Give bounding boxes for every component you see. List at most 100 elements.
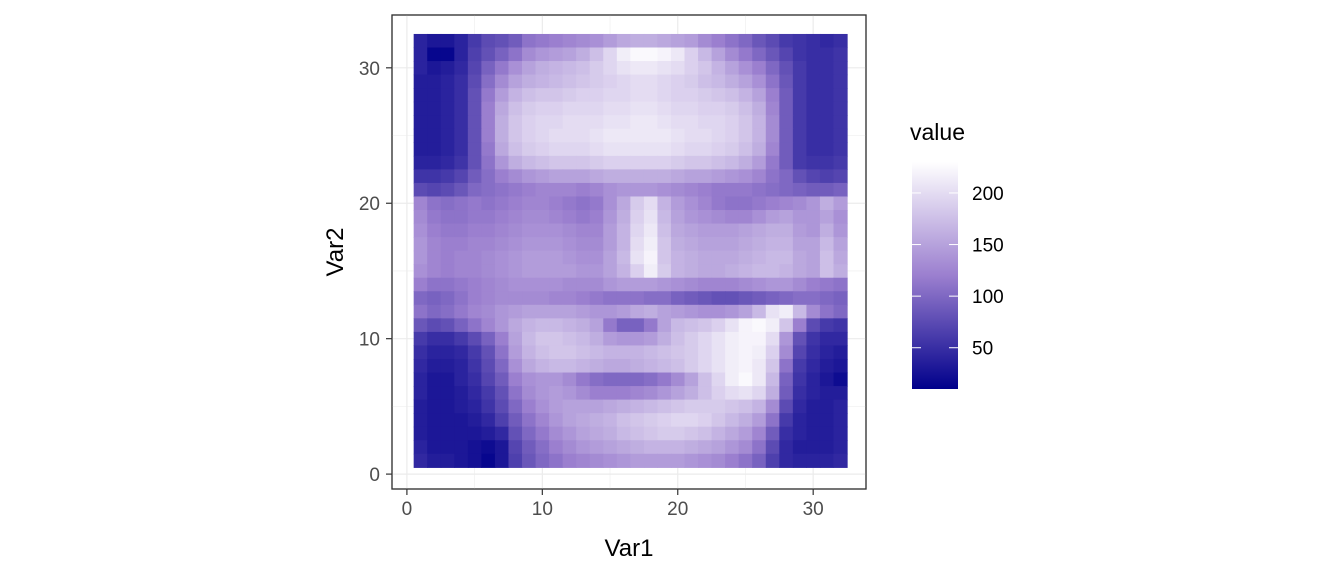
heatmap-tile bbox=[806, 304, 821, 319]
heatmap-tile bbox=[819, 345, 835, 360]
heatmap-tile bbox=[670, 33, 686, 49]
heatmap-tile bbox=[819, 453, 835, 468]
heatmap-tile bbox=[711, 440, 726, 455]
heatmap-tile bbox=[549, 223, 564, 238]
heatmap-tile bbox=[454, 358, 469, 374]
heatmap-tile bbox=[806, 155, 821, 170]
heatmap-tile bbox=[603, 88, 618, 103]
heatmap-tile bbox=[589, 196, 604, 211]
heatmap-tile bbox=[738, 318, 753, 333]
heatmap-tile bbox=[481, 453, 496, 468]
heatmap-tile bbox=[413, 304, 428, 319]
heatmap-tile bbox=[738, 345, 753, 360]
heatmap-tile bbox=[779, 331, 794, 347]
heatmap-tile bbox=[522, 386, 537, 401]
heatmap-tile bbox=[454, 101, 469, 116]
heatmap-tile bbox=[535, 88, 550, 103]
heatmap-tile bbox=[711, 142, 726, 157]
heatmap-tile bbox=[684, 142, 699, 157]
heatmap-tile bbox=[765, 223, 780, 238]
heatmap-tile bbox=[508, 101, 523, 116]
heatmap-tile bbox=[454, 115, 469, 130]
heatmap-tile bbox=[589, 61, 604, 76]
heatmap-tile bbox=[589, 453, 604, 468]
heatmap-tile bbox=[413, 33, 428, 49]
heatmap-tile bbox=[819, 264, 835, 279]
heatmap-tile bbox=[670, 142, 686, 157]
heatmap-tile bbox=[684, 210, 699, 225]
heatmap-tile bbox=[427, 210, 442, 225]
heatmap-tile bbox=[670, 223, 686, 238]
heatmap-tile bbox=[684, 155, 699, 170]
heatmap-tile bbox=[765, 250, 780, 265]
heatmap-tile bbox=[603, 291, 618, 306]
heatmap-tile bbox=[413, 386, 428, 401]
heatmap-tile bbox=[684, 33, 699, 49]
heatmap-tile bbox=[494, 33, 510, 49]
heatmap-tile bbox=[752, 386, 767, 401]
heatmap-tile bbox=[549, 61, 564, 76]
heatmap-tile bbox=[508, 264, 523, 279]
heatmap-tile bbox=[711, 358, 726, 374]
heatmap-tile bbox=[508, 142, 523, 157]
heatmap-tile bbox=[752, 250, 767, 265]
heatmap-tile bbox=[589, 169, 604, 184]
heatmap-tile bbox=[752, 33, 767, 49]
heatmap-tile bbox=[630, 277, 645, 292]
heatmap-tile bbox=[738, 358, 753, 374]
heatmap-tile bbox=[454, 155, 469, 170]
heatmap-tile bbox=[630, 453, 645, 468]
heatmap-tile bbox=[643, 74, 659, 89]
heatmap-tile bbox=[603, 264, 618, 279]
heatmap-tile bbox=[684, 413, 699, 428]
heatmap-tile bbox=[738, 277, 753, 292]
heatmap-tile bbox=[454, 318, 469, 333]
heatmap-tile bbox=[535, 413, 550, 428]
heatmap-tile bbox=[738, 250, 753, 265]
heatmap-tile bbox=[833, 277, 848, 292]
heatmap-tile bbox=[616, 386, 631, 401]
heatmap-tile bbox=[576, 250, 591, 265]
x-tick-label: 20 bbox=[667, 499, 688, 520]
heatmap-tile bbox=[508, 426, 523, 441]
heatmap-tile bbox=[819, 237, 835, 252]
heatmap-tile bbox=[657, 304, 672, 319]
heatmap-tile bbox=[413, 47, 428, 62]
heatmap-tile bbox=[522, 223, 537, 238]
heatmap-tile bbox=[711, 304, 726, 319]
heatmap-tile bbox=[833, 223, 848, 238]
heatmap-tile bbox=[725, 61, 740, 76]
heatmap-tile bbox=[440, 101, 455, 116]
heatmap-tile bbox=[440, 61, 455, 76]
heatmap-tile bbox=[427, 155, 442, 170]
heatmap-tile bbox=[684, 331, 699, 347]
heatmap-tile bbox=[440, 453, 455, 468]
heatmap-tile bbox=[494, 291, 510, 306]
heatmap-tile bbox=[535, 74, 550, 89]
heatmap-tile bbox=[616, 399, 631, 414]
heatmap-tile bbox=[440, 47, 455, 62]
heatmap-tile bbox=[765, 101, 780, 116]
heatmap-tile bbox=[806, 196, 821, 211]
heatmap-tile bbox=[549, 74, 564, 89]
heatmap-tile bbox=[643, 223, 659, 238]
heatmap-tile bbox=[508, 169, 523, 184]
heatmap-tile bbox=[454, 237, 469, 252]
heatmap-tile bbox=[576, 237, 591, 252]
heatmap-tile bbox=[819, 115, 835, 130]
heatmap-tile bbox=[738, 196, 753, 211]
heatmap-tile bbox=[806, 277, 821, 292]
heatmap-tile bbox=[562, 182, 577, 198]
heatmap-tile bbox=[670, 101, 686, 116]
heatmap-tile bbox=[467, 426, 482, 441]
heatmap-tile bbox=[725, 196, 740, 211]
heatmap-tile bbox=[616, 453, 631, 468]
heatmap-tile bbox=[698, 304, 713, 319]
heatmap-tile bbox=[779, 399, 794, 414]
heatmap-tile bbox=[427, 358, 442, 374]
heatmap-tile bbox=[765, 169, 780, 184]
heatmap-tile bbox=[819, 33, 835, 49]
heatmap-tile bbox=[630, 33, 645, 49]
heatmap-tile bbox=[522, 128, 537, 143]
heatmap-tile bbox=[494, 250, 510, 265]
